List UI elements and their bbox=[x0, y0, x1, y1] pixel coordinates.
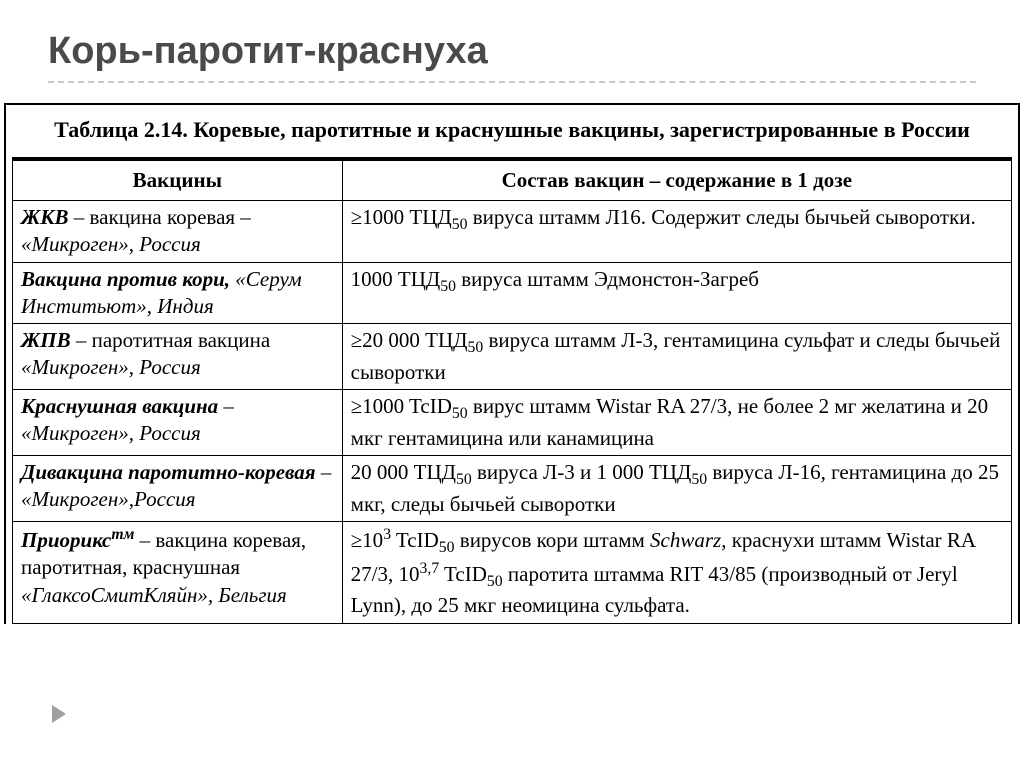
cell-vaccine: Дивакцина паротитно-коревая – «Микроген»… bbox=[13, 456, 343, 522]
title-underline bbox=[48, 81, 976, 83]
cell-vaccine: Приорикстм – вакцина коревая, паротитная… bbox=[13, 522, 343, 624]
cell-vaccine: Вакцина против кори, «Серум Инститьют», … bbox=[13, 262, 343, 324]
cell-content: ≥1000 ТЦД50 вируса штамм Л16. Содержит с… bbox=[342, 200, 1011, 262]
table-row: Вакцина против кори, «Серум Инститьют», … bbox=[13, 262, 1012, 324]
column-header-content: Состав вакцин – содержание в 1 дозе bbox=[342, 159, 1011, 201]
cell-content: 1000 ТЦД50 вируса штамм Эдмонстон-Загреб bbox=[342, 262, 1011, 324]
cell-content: 20 000 ТЦД50 вируса Л-3 и 1 000 ТЦД50 ви… bbox=[342, 456, 1011, 522]
slide-marker-icon bbox=[52, 705, 66, 723]
cell-content: ≥103 TcID50 вирусов кори штамм Schwarz, … bbox=[342, 522, 1011, 624]
table-frame: Таблица 2.14. Коревые, паротитные и крас… bbox=[4, 103, 1020, 624]
table-caption: Таблица 2.14. Коревые, паротитные и крас… bbox=[26, 115, 998, 145]
table-row: ЖПВ – паротитная вакцина «Микроген», Рос… bbox=[13, 324, 1012, 390]
table-row: Приорикстм – вакцина коревая, паротитная… bbox=[13, 522, 1012, 624]
table-body: ЖКВ – вакцина коревая – «Микроген», Росс… bbox=[13, 200, 1012, 623]
table-row: Краснушная вакцина – «Микроген», Россия≥… bbox=[13, 390, 1012, 456]
cell-vaccine: Краснушная вакцина – «Микроген», Россия bbox=[13, 390, 343, 456]
cell-vaccine: ЖПВ – паротитная вакцина «Микроген», Рос… bbox=[13, 324, 343, 390]
cell-content: ≥20 000 ТЦД50 вируса штамм Л-3, гентамиц… bbox=[342, 324, 1011, 390]
vaccine-table: Вакцины Состав вакцин – содержание в 1 д… bbox=[12, 157, 1012, 624]
table-header-row: Вакцины Состав вакцин – содержание в 1 д… bbox=[13, 159, 1012, 201]
slide-title: Корь-паротит-краснуха bbox=[0, 30, 1024, 81]
cell-content: ≥1000 TcID50 вирус штамм Wistar RA 27/3,… bbox=[342, 390, 1011, 456]
cell-vaccine: ЖКВ – вакцина коревая – «Микроген», Росс… bbox=[13, 200, 343, 262]
table-row: Дивакцина паротитно-коревая – «Микроген»… bbox=[13, 456, 1012, 522]
column-header-vaccine: Вакцины bbox=[13, 159, 343, 201]
table-row: ЖКВ – вакцина коревая – «Микроген», Росс… bbox=[13, 200, 1012, 262]
